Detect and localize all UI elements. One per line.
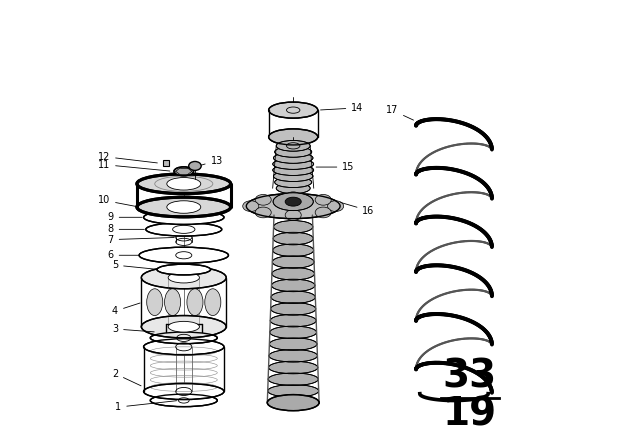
Text: 3: 3	[112, 324, 154, 334]
Ellipse shape	[150, 394, 217, 407]
Text: 6: 6	[108, 250, 139, 260]
Ellipse shape	[164, 289, 180, 315]
Ellipse shape	[187, 289, 203, 315]
Ellipse shape	[285, 192, 301, 202]
Ellipse shape	[269, 129, 318, 145]
Ellipse shape	[315, 207, 332, 218]
Ellipse shape	[285, 197, 301, 206]
Ellipse shape	[150, 332, 217, 344]
Ellipse shape	[141, 315, 226, 338]
Ellipse shape	[141, 267, 226, 289]
Text: 2: 2	[112, 369, 141, 386]
Text: 4: 4	[112, 303, 140, 316]
Ellipse shape	[139, 247, 228, 263]
Ellipse shape	[269, 361, 318, 374]
Ellipse shape	[273, 159, 314, 169]
Ellipse shape	[275, 146, 312, 157]
Ellipse shape	[275, 177, 312, 188]
Ellipse shape	[273, 220, 313, 233]
Text: 13: 13	[201, 155, 223, 166]
Text: 11: 11	[98, 159, 170, 171]
Ellipse shape	[273, 165, 314, 176]
Ellipse shape	[268, 395, 319, 411]
Ellipse shape	[205, 289, 221, 315]
Text: 19: 19	[442, 396, 497, 434]
Ellipse shape	[276, 183, 310, 194]
Ellipse shape	[147, 289, 163, 315]
Ellipse shape	[268, 396, 319, 409]
Text: 8: 8	[108, 224, 145, 234]
Ellipse shape	[189, 161, 201, 170]
Ellipse shape	[276, 141, 310, 151]
Ellipse shape	[272, 267, 314, 280]
Ellipse shape	[273, 153, 313, 164]
Ellipse shape	[285, 210, 301, 220]
Ellipse shape	[273, 256, 314, 268]
Text: 17: 17	[386, 105, 413, 120]
Ellipse shape	[271, 279, 315, 292]
Ellipse shape	[255, 207, 271, 218]
Text: 15: 15	[316, 162, 355, 172]
Ellipse shape	[268, 385, 319, 397]
Ellipse shape	[268, 373, 318, 385]
Ellipse shape	[146, 223, 221, 236]
Ellipse shape	[271, 291, 316, 303]
Ellipse shape	[273, 244, 314, 257]
Ellipse shape	[168, 321, 200, 332]
Ellipse shape	[273, 171, 313, 181]
Ellipse shape	[174, 167, 194, 176]
Text: 33: 33	[442, 358, 497, 396]
Ellipse shape	[246, 194, 340, 219]
Ellipse shape	[269, 102, 318, 118]
Ellipse shape	[137, 197, 230, 217]
Text: 7: 7	[108, 235, 174, 245]
Ellipse shape	[243, 201, 259, 211]
Ellipse shape	[157, 264, 211, 275]
Ellipse shape	[273, 232, 313, 245]
Text: 5: 5	[112, 260, 156, 270]
Ellipse shape	[143, 210, 224, 224]
Text: 1: 1	[115, 401, 177, 412]
Ellipse shape	[270, 326, 317, 339]
Text: 14: 14	[321, 103, 364, 113]
Ellipse shape	[270, 314, 316, 327]
Ellipse shape	[255, 194, 271, 205]
Text: 10: 10	[98, 195, 136, 207]
Ellipse shape	[315, 194, 332, 205]
Ellipse shape	[271, 302, 316, 315]
Ellipse shape	[167, 177, 201, 190]
Ellipse shape	[273, 193, 314, 211]
Ellipse shape	[168, 272, 200, 283]
Ellipse shape	[143, 383, 224, 400]
Ellipse shape	[269, 349, 317, 362]
Ellipse shape	[137, 174, 230, 194]
Ellipse shape	[328, 201, 344, 211]
Text: 9: 9	[108, 212, 142, 222]
Text: 16: 16	[340, 202, 374, 215]
Text: 12: 12	[98, 151, 157, 163]
Ellipse shape	[143, 339, 224, 355]
Ellipse shape	[167, 201, 201, 213]
Ellipse shape	[269, 338, 317, 350]
